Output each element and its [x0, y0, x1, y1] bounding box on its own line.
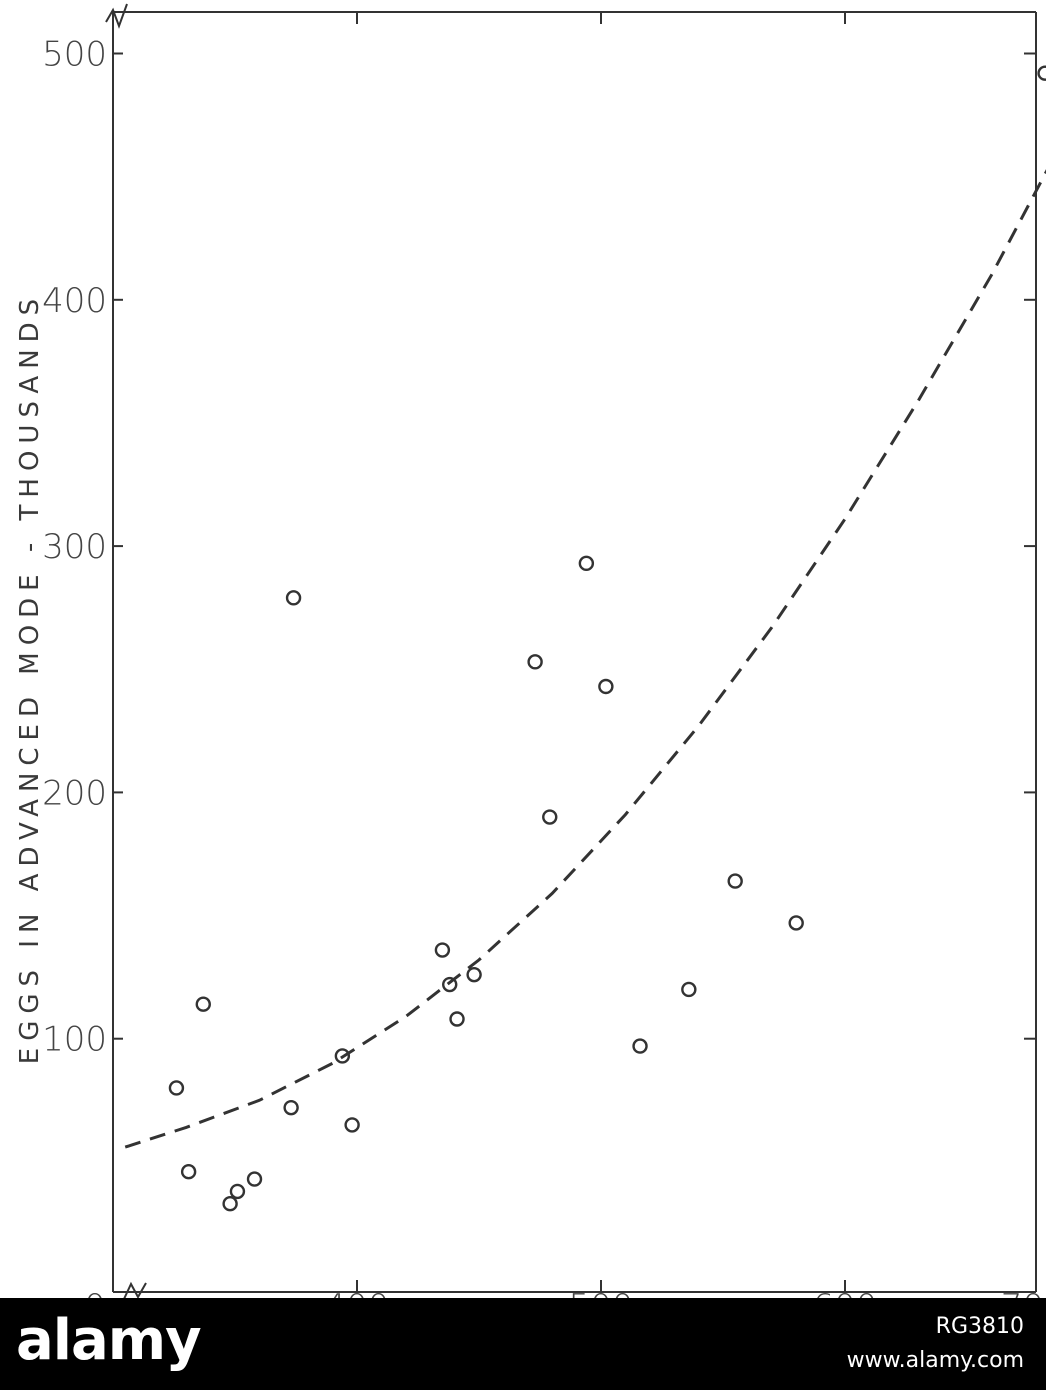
x-tick-label: 70: [1001, 1287, 1044, 1298]
data-point: [334, 1048, 351, 1064]
data-point: [222, 1196, 238, 1212]
data-point: [283, 1099, 299, 1116]
chart: 100 200 300 400 500 0 400 500 600 70 EGGS IN ADVA…: [0, 0, 1046, 1299]
data-point: [285, 590, 302, 606]
y-axis-label: EGGS IN ADVANCED MODE - THOUSANDS: [15, 292, 45, 1064]
data-point: [681, 981, 697, 998]
data-point: [527, 654, 543, 670]
chart-background: [0, 0, 1046, 1298]
data-point: [168, 1080, 185, 1096]
tick-labels: 100 200 300 400 500 0 400 500 600 70: [42, 35, 1044, 1299]
plot-frame: [105, 3, 1037, 1298]
data-point: [449, 1011, 465, 1027]
y-tick-label: 500: [42, 35, 107, 75]
data-point: [542, 809, 558, 825]
axis-break-top: [105, 3, 128, 29]
watermark-bar: alamy RG3810 www.alamy.com: [0, 1298, 1046, 1390]
y-tick-label: 200: [42, 773, 107, 813]
fitted-curve: [124, 169, 1046, 1149]
data-point: [442, 976, 458, 993]
x-tick-label: 400: [325, 1287, 390, 1298]
data-point: [466, 966, 482, 983]
watermark-url: www.alamy.com: [846, 1348, 1024, 1373]
data-point: [344, 1117, 360, 1133]
y-tick-label: 400: [42, 281, 107, 321]
data-point: [578, 555, 595, 572]
data-point: [632, 1038, 648, 1054]
x-tick-label: 0: [84, 1287, 106, 1298]
y-tick-label: 100: [42, 1020, 107, 1060]
data-point: [1037, 65, 1046, 81]
y-tick-label: 300: [42, 527, 107, 567]
data-point: [727, 873, 743, 889]
x-tick-label: 500: [569, 1287, 634, 1298]
x-tick-label: 600: [813, 1287, 878, 1298]
data-point: [195, 996, 211, 1012]
alamy-logo: alamy: [16, 1308, 202, 1373]
data-point: [246, 1171, 263, 1187]
image-id: RG3810: [935, 1314, 1024, 1339]
data-point: [434, 942, 451, 958]
data-points: [168, 65, 1046, 1212]
data-point: [598, 678, 614, 695]
axis-break-bottom: [123, 1281, 147, 1298]
data-point: [788, 915, 804, 931]
data-point: [229, 1183, 246, 1200]
ticks: [113, 12, 1036, 1292]
data-point: [180, 1164, 197, 1180]
